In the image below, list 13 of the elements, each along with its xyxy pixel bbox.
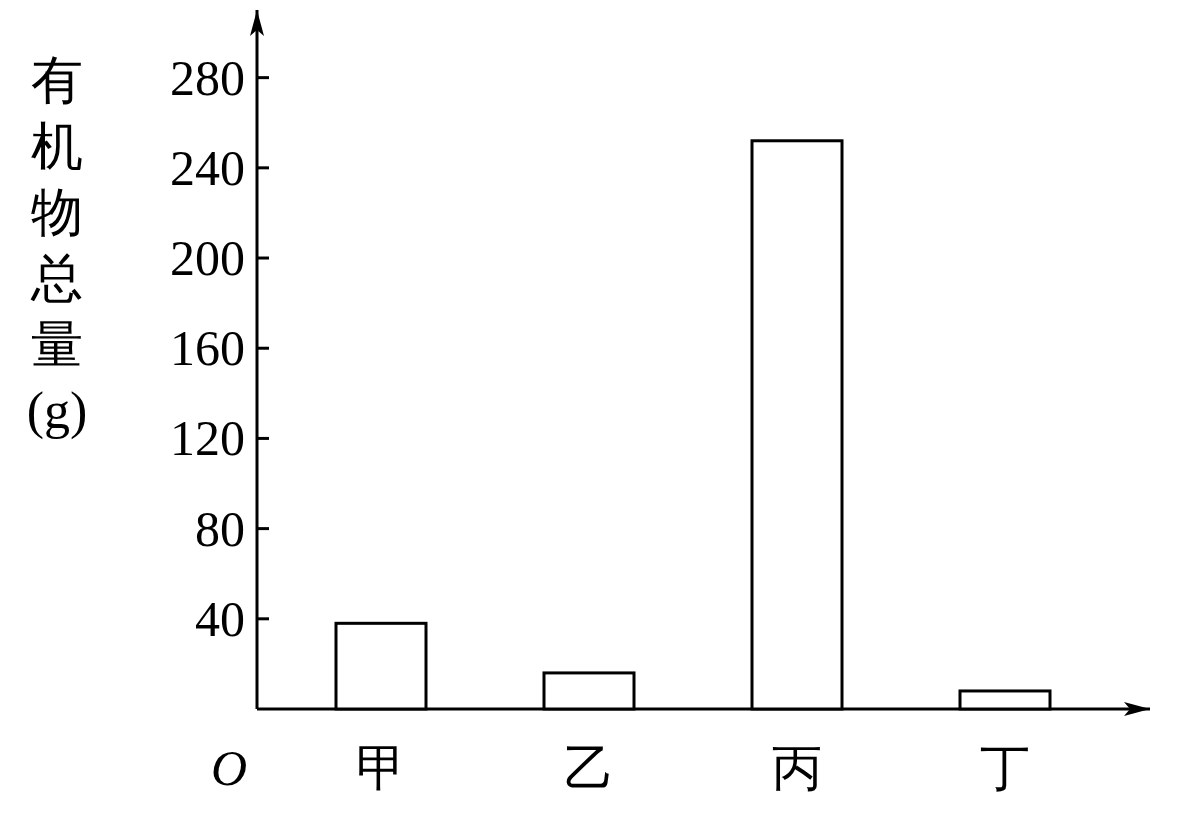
y-tick-label: 120	[170, 410, 245, 467]
x-tick-label: 甲	[356, 740, 406, 796]
y-tick-label: 80	[195, 500, 245, 557]
x-tick-label: 丁	[980, 740, 1030, 796]
y-axis-title: 有机物总量(g)	[26, 52, 88, 440]
y-tick-label: 200	[170, 230, 245, 287]
text: O	[210, 740, 248, 796]
x-tick-label: 丙	[772, 740, 822, 796]
x-tick-label: 乙	[564, 740, 614, 796]
y-tick-label: 160	[170, 320, 245, 377]
y-tick-label: 240	[170, 139, 245, 196]
y-tick-label: 40	[195, 590, 245, 647]
y-tick-label: 280	[170, 49, 245, 106]
